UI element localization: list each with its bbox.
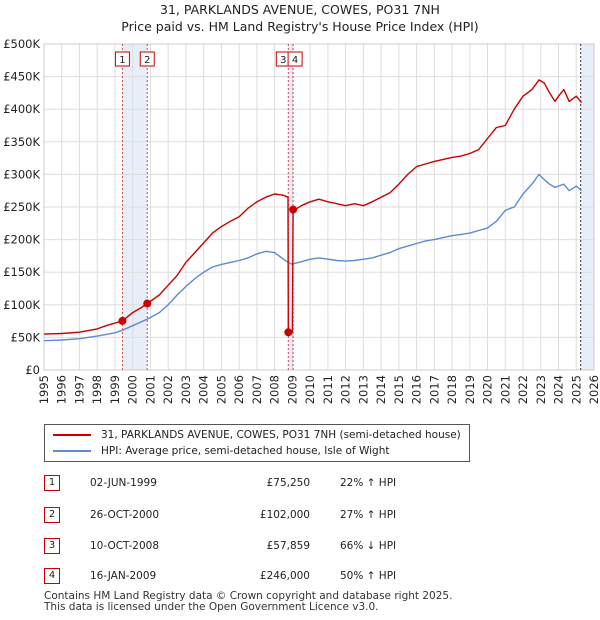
x-tick-label: 2024: [552, 375, 566, 404]
x-tick-label: 2023: [534, 375, 548, 404]
sale-point: [289, 205, 298, 214]
transaction-price: £102,000: [259, 509, 310, 521]
x-tick-label: 2021: [498, 375, 512, 404]
chart-title: 31, PARKLANDS AVENUE, COWES, PO31 7NH: [160, 2, 440, 17]
x-tick-label: 2011: [321, 375, 335, 404]
x-tick-label: 2004: [197, 375, 211, 404]
x-tick-label: 2017: [427, 375, 441, 404]
marker-label: 3: [280, 55, 286, 66]
sale-point: [284, 328, 293, 337]
hpi-line: [43, 173, 583, 342]
transaction-hpi: 27% ↑ HPI: [340, 509, 397, 521]
y-tick-label: £250K: [3, 200, 40, 214]
plot-border: [43, 43, 595, 371]
x-tick-label: 2015: [392, 375, 406, 404]
y-tick-label: £500K: [3, 37, 40, 51]
sale-point: [143, 299, 152, 308]
transaction-price: £246,000: [259, 570, 310, 582]
transaction-number: 4: [44, 568, 60, 584]
x-tick-label: 2009: [285, 375, 299, 404]
marker-box: [139, 51, 155, 67]
x-tick-label: 2016: [410, 375, 424, 404]
marker-label: 2: [144, 55, 150, 66]
transaction-date: 02-JUN-1999: [90, 477, 157, 489]
x-tick-label: 2012: [339, 375, 353, 404]
x-tick-label: 2005: [214, 375, 228, 404]
chart-legend: 31, PARKLANDS AVENUE, COWES, PO31 7NH (s…: [44, 424, 470, 462]
y-tick-label: £100K: [3, 298, 40, 312]
x-tick-label: 1998: [90, 375, 104, 404]
x-tick-label: 1996: [55, 375, 69, 404]
marker-label: 1: [119, 55, 125, 66]
x-tick-label: 2026: [587, 375, 600, 404]
x-tick-label: 2001: [143, 375, 157, 404]
marker-label: 4: [292, 55, 298, 66]
transaction-hpi: 66% ↓ HPI: [340, 540, 397, 552]
x-tick-label: 2018: [445, 375, 459, 404]
chart-subtitle: Price paid vs. HM Land Registry's House …: [121, 19, 479, 34]
y-tick-label: £150K: [3, 265, 40, 279]
x-tick-label: 2022: [516, 375, 530, 404]
transaction-date: 26-OCT-2000: [90, 509, 159, 521]
legend-swatch-red: [53, 434, 91, 436]
x-tick-label: 2025: [569, 375, 583, 404]
sale-point: [118, 316, 127, 325]
price-paid-line: [43, 79, 583, 335]
x-tick-label: 2014: [374, 375, 388, 404]
legend-label-hpi: HPI: Average price, semi-detached house,…: [101, 445, 390, 457]
marker-box: [287, 51, 303, 67]
marker-box: [114, 51, 130, 67]
x-tick-label: 1999: [108, 375, 122, 404]
x-tick-label: 2000: [126, 375, 140, 404]
y-tick-label: £300K: [3, 167, 40, 181]
y-tick-label: £350K: [3, 135, 40, 149]
x-tick-label: 2006: [232, 375, 246, 404]
x-tick-label: 2013: [356, 375, 370, 404]
legend-swatch-blue: [53, 450, 91, 452]
y-tick-label: £200K: [3, 233, 40, 247]
transaction-price: £57,859: [266, 540, 310, 552]
y-tick-label: £0: [25, 363, 40, 377]
footer-copyright: Contains HM Land Registry data © Crown c…: [44, 590, 453, 602]
transaction-number: 2: [44, 507, 60, 523]
transaction-date: 16-JAN-2009: [90, 570, 157, 582]
legend-item-property: 31, PARKLANDS AVENUE, COWES, PO31 7NH (s…: [53, 427, 461, 443]
x-tick-label: 1995: [37, 375, 51, 404]
footer-licence: This data is licensed under the Open Gov…: [44, 601, 379, 613]
price-chart: £0 £50K £100K £150K £200K £250K £300K £350K £400…: [3, 37, 600, 404]
transaction-date: 10-OCT-2008: [90, 540, 159, 552]
transaction-hpi: 50% ↑ HPI: [340, 570, 397, 582]
legend-item-hpi: HPI: Average price, semi-detached house,…: [53, 443, 389, 459]
x-tick-label: 2020: [481, 375, 495, 404]
transaction-price: £75,250: [266, 477, 310, 489]
y-tick-label: £50K: [11, 330, 41, 344]
y-tick-label: £450K: [3, 70, 40, 84]
y-tick-label: £400K: [3, 102, 40, 116]
x-tick-label: 2002: [161, 375, 175, 404]
x-tick-label: 2008: [268, 375, 282, 404]
legend-label-property: 31, PARKLANDS AVENUE, COWES, PO31 7NH (s…: [101, 429, 461, 441]
x-tick-label: 2003: [179, 375, 193, 404]
x-tick-label: 1997: [72, 375, 86, 404]
transaction-number: 3: [44, 538, 60, 554]
x-tick-label: 2007: [250, 375, 264, 404]
transaction-number: 1: [44, 475, 60, 491]
transaction-hpi: 22% ↑ HPI: [340, 477, 397, 489]
x-tick-label: 2010: [303, 375, 317, 404]
x-tick-label: 2019: [463, 375, 477, 404]
